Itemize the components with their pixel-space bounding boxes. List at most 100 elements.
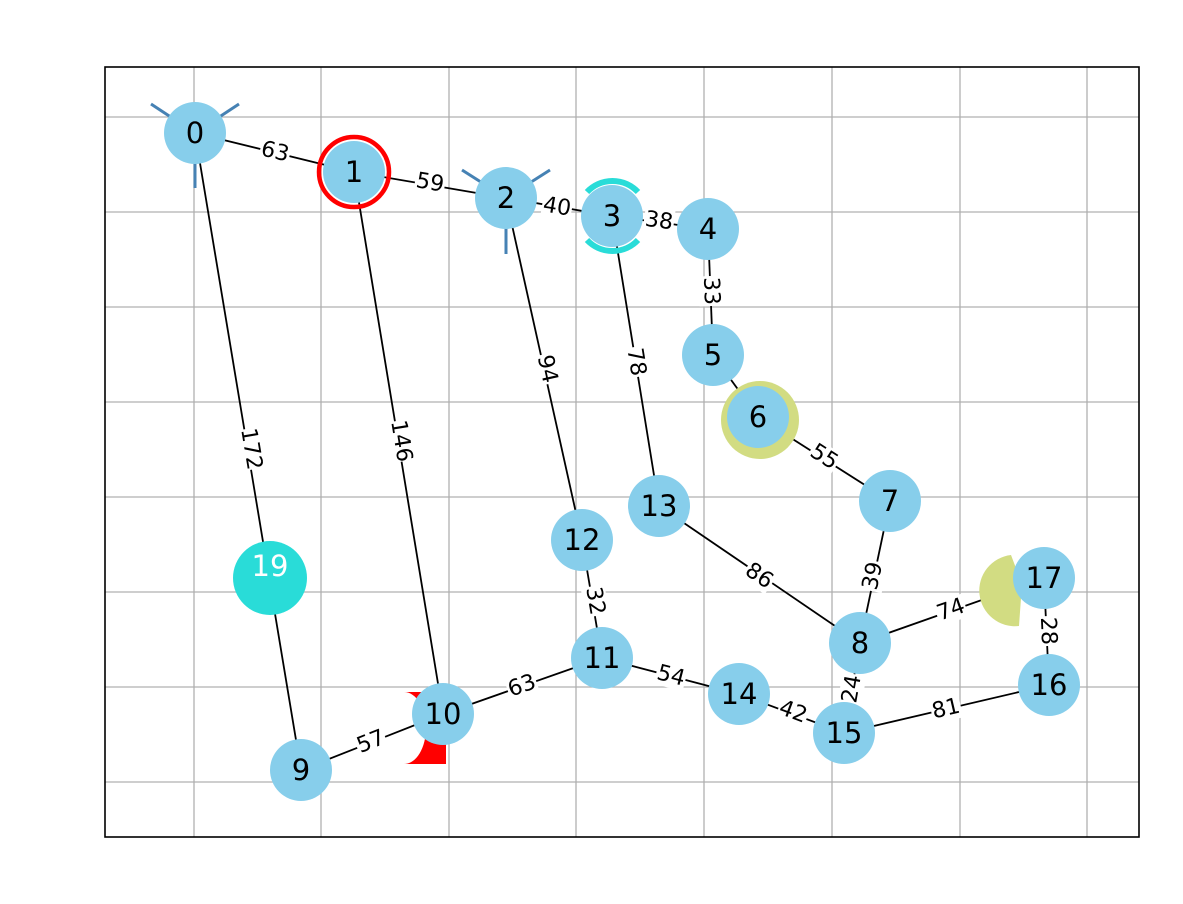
edge-label-background <box>858 558 888 594</box>
edge-label-text: 55 <box>805 439 842 475</box>
edge-label-text: 63 <box>505 670 540 703</box>
node-circle <box>677 198 739 260</box>
node-1: 1 <box>323 141 385 203</box>
node-label: 10 <box>425 697 462 731</box>
edge-label: 33 <box>698 275 724 307</box>
node-circle <box>551 509 613 571</box>
node-label: 19 <box>252 549 289 583</box>
edge-label-text: 28 <box>1035 616 1061 645</box>
edge-label: 74 <box>932 593 970 627</box>
node-label: 9 <box>292 753 310 787</box>
edge-label: 94 <box>532 351 562 387</box>
edge-label: 55 <box>804 438 844 476</box>
edge-labels: 6317259146409438783355398674245763325442… <box>235 136 1061 759</box>
edge-label-background <box>235 426 267 472</box>
edge-label-text: 146 <box>385 418 416 463</box>
node-17: 17 <box>1013 547 1075 609</box>
edge-label-text: 78 <box>621 346 650 378</box>
node-circle <box>829 612 891 674</box>
edge-label: 63 <box>257 136 293 168</box>
edge-label-background <box>540 192 574 222</box>
edge-label: 54 <box>653 660 689 692</box>
edge-label-text: 59 <box>414 168 446 197</box>
node-label: 17 <box>1026 561 1063 595</box>
node-label: 15 <box>826 716 863 750</box>
edge-label: 24 <box>837 672 867 706</box>
node-16: 16 <box>1018 654 1080 716</box>
node-label: 16 <box>1031 668 1068 702</box>
node-label: 14 <box>721 677 758 711</box>
edge-label-background <box>385 418 417 464</box>
node-label: 2 <box>497 181 515 215</box>
node-circle <box>164 102 226 164</box>
node-9: 9 <box>270 739 332 801</box>
cyan-bracket-icon <box>584 177 641 255</box>
edge-label-background <box>413 168 447 198</box>
edge-label-background <box>928 693 964 725</box>
edge-label-background <box>257 136 293 168</box>
olive-pie-icon <box>979 555 1022 627</box>
edge-label-text: 57 <box>353 725 388 759</box>
edge-label: 81 <box>928 693 964 725</box>
node-circle <box>727 386 789 448</box>
node-circle <box>475 167 537 229</box>
node-0: 0 <box>164 102 226 164</box>
node-label: 13 <box>641 489 678 523</box>
node-circle <box>708 663 770 725</box>
node-label: 12 <box>564 523 601 557</box>
node-15: 15 <box>813 702 875 764</box>
node-circle <box>581 185 643 247</box>
edge-label-background <box>580 584 610 618</box>
node-3: 3 <box>581 185 643 247</box>
edge-label-text: 40 <box>541 192 573 221</box>
node-label: 4 <box>699 212 717 246</box>
edge-label-text: 32 <box>580 585 609 617</box>
edge-label: 63 <box>503 670 541 703</box>
node-label: 3 <box>603 199 621 233</box>
edge-label: 86 <box>739 557 779 595</box>
edge-label: 42 <box>774 695 812 729</box>
cyan-node-icon <box>233 541 307 615</box>
edge-label-background <box>774 695 812 729</box>
edge-label: 78 <box>621 345 651 379</box>
edge-label-background <box>653 660 689 692</box>
edge-label-text: 81 <box>930 694 963 725</box>
edge-label: 32 <box>580 584 610 618</box>
node-circle <box>1013 547 1075 609</box>
node-circle <box>412 683 474 745</box>
red-ring-icon <box>316 134 392 210</box>
edge-label: 39 <box>858 558 888 594</box>
node-circle <box>628 475 690 537</box>
edge-label-background <box>621 345 651 379</box>
edge-label: 146 <box>385 418 416 463</box>
node-10: 10 <box>412 683 474 745</box>
node-6: 6 <box>727 386 789 448</box>
edge-label: 40 <box>540 192 574 222</box>
edge-label: 57 <box>352 725 390 759</box>
edge-label-text: 42 <box>776 695 811 728</box>
edge-label-background <box>739 557 779 595</box>
edge-label-background <box>1035 615 1061 647</box>
node-circle <box>813 702 875 764</box>
node-label: 0 <box>186 116 204 150</box>
node-label: 7 <box>881 484 899 518</box>
node-5: 5 <box>682 324 744 386</box>
node-label: 5 <box>704 338 722 372</box>
node-7: 7 <box>859 470 921 532</box>
edge-label-text: 63 <box>258 137 291 168</box>
edge-label-text: 74 <box>934 594 969 627</box>
node-11: 11 <box>571 627 633 689</box>
node-label: 1 <box>345 155 363 189</box>
edge-label-background <box>698 275 724 307</box>
edge-label-background <box>642 207 676 235</box>
edge-label-background <box>804 438 844 476</box>
edge-label: 59 <box>413 168 447 198</box>
edge-label-background <box>932 593 970 627</box>
edge-label: 28 <box>1035 615 1061 647</box>
edge-label-text: 39 <box>858 560 888 593</box>
axes-frame <box>104 66 1140 838</box>
node-circle <box>323 141 385 203</box>
node-label: 6 <box>749 400 767 434</box>
